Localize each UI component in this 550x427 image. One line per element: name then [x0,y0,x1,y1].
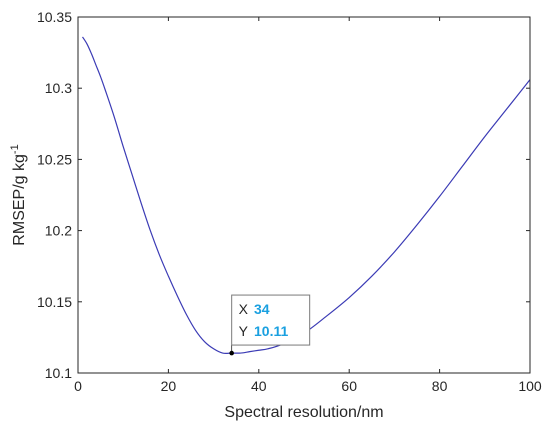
x-axis-label: Spectral resolution/nm [224,404,383,421]
data-tip-y-row: Y 10.11 [239,323,289,339]
x-tick-label: 40 [251,378,267,394]
x-tick-label: 20 [161,378,177,394]
y-tick-label: 10.3 [45,80,72,96]
y-tick-label: 10.25 [37,151,72,167]
x-tick-label: 80 [432,378,448,394]
y-tick-label: 10.35 [37,9,72,25]
y-axis-label: RMSEP/g kg-1 [9,144,28,245]
data-tip-marker [229,350,234,356]
y-axis-ticks: 10.1 10.15 10.2 10.25 10.3 10.35 [37,9,530,381]
data-tip-y-key: Y [239,323,249,339]
x-axis-ticks: 0 20 40 60 80 100 [74,17,542,394]
data-tip-y-value: 10.11 [254,323,288,339]
y-tick-label: 10.15 [37,294,72,310]
data-tip[interactable]: X 34 Y 10.11 [229,294,311,356]
y-axis-label-superscript: -1 [9,144,21,154]
data-tip-box [231,294,311,346]
series-line [82,36,531,354]
y-tick-label: 10.1 [45,365,72,381]
data-tip-x-row: X 34 [239,301,270,317]
plot-area-border [77,16,531,374]
data-tip-x-value: 34 [254,301,270,317]
data-tip-x-key: X [239,301,249,317]
x-tick-label: 0 [74,378,82,394]
x-tick-label: 60 [341,378,357,394]
x-tick-label: 100 [518,378,542,394]
y-axis-label-text: RMSEP/g kg [11,154,28,246]
y-tick-label: 10.2 [45,223,72,239]
